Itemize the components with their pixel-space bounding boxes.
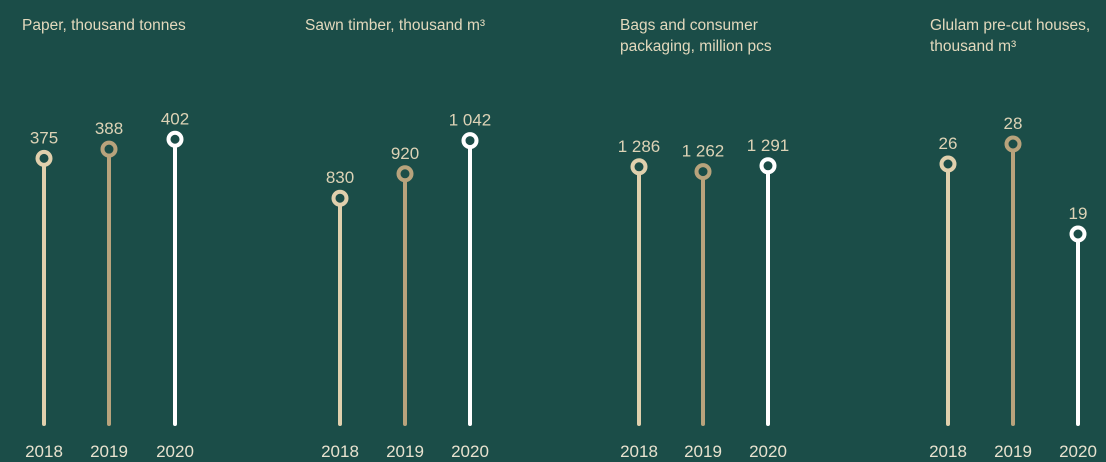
value-label: 830 <box>326 168 354 187</box>
value-label: 1 291 <box>747 136 790 155</box>
panel-title-paper: Paper, thousand tonnes <box>22 15 186 36</box>
lollipop-marker <box>759 157 777 175</box>
year-label: 2019 <box>90 442 128 461</box>
year-label: 2018 <box>929 442 967 461</box>
panel-2: 1 286 2018 1 262 2019 1 291 2020 <box>618 136 790 461</box>
value-label: 388 <box>95 119 123 138</box>
lollipop-marker <box>100 140 118 158</box>
lollipop-marker <box>630 158 648 176</box>
value-label: 26 <box>939 134 958 153</box>
year-label: 2019 <box>994 442 1032 461</box>
year-label: 2018 <box>321 442 359 461</box>
panel-title-line: Glulam pre-cut houses, <box>930 17 1091 34</box>
panel-1: 830 2018 920 2019 1 042 2020 <box>321 111 491 461</box>
value-label: 28 <box>1004 114 1023 133</box>
lollipop-marker <box>331 189 349 207</box>
panel-title-glulam-houses: Glulam pre-cut houses, thousand m³ <box>930 15 1090 57</box>
value-label: 402 <box>161 109 189 128</box>
lollipop-marker <box>939 155 957 173</box>
panel-title-line: thousand m³ <box>930 38 1017 55</box>
panel-title-line: packaging, million pcs <box>620 38 772 55</box>
year-label: 2019 <box>386 442 424 461</box>
value-label: 1 286 <box>618 137 661 156</box>
lollipop-marker <box>1069 225 1087 243</box>
lollipop-marker <box>166 130 184 148</box>
lollipop-marker <box>35 149 53 167</box>
panel-title-sawn-timber: Sawn timber, thousand m³ <box>305 15 485 36</box>
panel-title-line: Paper, thousand tonnes <box>22 17 186 34</box>
value-label: 1 262 <box>682 142 725 161</box>
value-label: 920 <box>391 144 419 163</box>
lollipop-marker <box>461 132 479 150</box>
lollipop-marker <box>1004 135 1022 153</box>
panel-title-line: Sawn timber, thousand m³ <box>305 17 486 34</box>
year-label: 2019 <box>684 442 722 461</box>
value-label: 375 <box>30 128 58 147</box>
panel-0: 375 2018 388 2019 402 2020 <box>25 109 194 461</box>
panel-3: 26 2018 28 2019 19 2020 <box>929 114 1097 461</box>
panel-title-bags-packaging: Bags and consumer packaging, million pcs <box>620 15 772 57</box>
year-label: 2018 <box>620 442 658 461</box>
year-label: 2020 <box>1059 442 1097 461</box>
value-label: 1 042 <box>449 111 492 130</box>
value-label: 19 <box>1069 204 1088 223</box>
year-label: 2020 <box>156 442 194 461</box>
lollipop-marker <box>396 165 414 183</box>
panel-title-line: Bags and consumer <box>620 17 758 34</box>
year-label: 2020 <box>749 442 787 461</box>
lollipop-marker <box>694 163 712 181</box>
year-label: 2020 <box>451 442 489 461</box>
year-label: 2018 <box>25 442 63 461</box>
